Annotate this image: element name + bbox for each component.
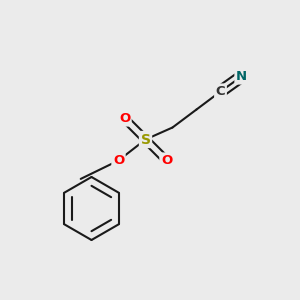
Text: O: O [119,112,130,125]
Text: O: O [113,154,124,167]
Text: S: S [140,133,151,146]
Text: C: C [216,85,225,98]
Text: O: O [161,154,172,167]
Text: N: N [236,70,247,83]
